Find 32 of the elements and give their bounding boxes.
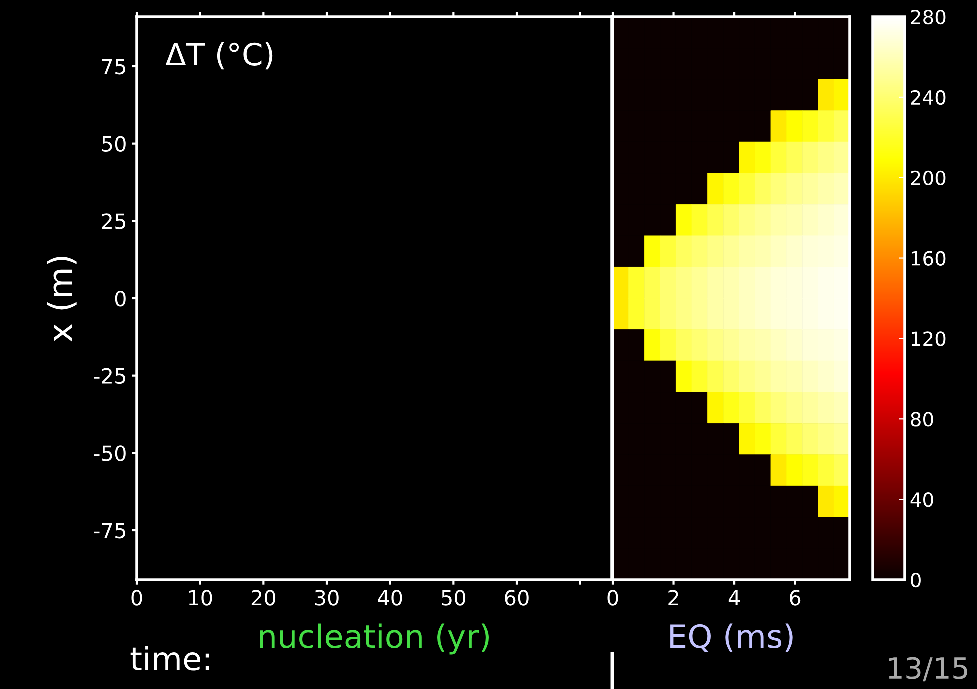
- x-axis-title: nucleation (yr): [260, 624, 489, 655]
- x-tick-label: 10: [189, 590, 212, 606]
- x-tick-label: 20: [252, 590, 276, 606]
- color-bar-label: 80: [911, 412, 934, 427]
- x-tick-label: 0: [132, 590, 142, 606]
- color-bar-label: 0: [911, 572, 921, 588]
- text: time:: [130, 646, 210, 671]
- x-tick-label: 6: [790, 590, 801, 606]
- color-bar-label: 120: [912, 332, 946, 346]
- x-tick-label: 40: [378, 590, 402, 606]
- x-tick-label: 0: [608, 590, 618, 606]
- y-axis-title: x (m): [47, 256, 77, 342]
- x-tick-label: 30: [315, 590, 339, 606]
- color-bar-label: 240: [911, 90, 946, 106]
- text: ΔT (°C): [166, 42, 273, 70]
- y-tick-label: 75: [102, 59, 126, 75]
- y-tick-label: 0: [115, 290, 126, 307]
- x-axis-title: EQ (ms): [670, 624, 793, 652]
- color-bar-label: 280: [911, 10, 946, 25]
- y-tick-label: -25: [94, 368, 126, 384]
- x-tick-label: 4: [728, 590, 740, 606]
- color-bar-label: 160: [912, 251, 946, 266]
- color-bar-label: 40: [910, 492, 934, 508]
- x-tick-label: 50: [442, 590, 466, 606]
- y-tick-label: 50: [102, 136, 126, 152]
- x-tick-label: 60: [505, 590, 529, 606]
- y-tick-label: -50: [94, 446, 126, 462]
- x-tick-label: 2: [668, 590, 678, 606]
- color-bar-label: 200: [911, 170, 946, 186]
- text: 13/15: [889, 657, 968, 682]
- y-tick-label: 25: [102, 214, 126, 230]
- y-tick-label: -75: [94, 523, 126, 539]
